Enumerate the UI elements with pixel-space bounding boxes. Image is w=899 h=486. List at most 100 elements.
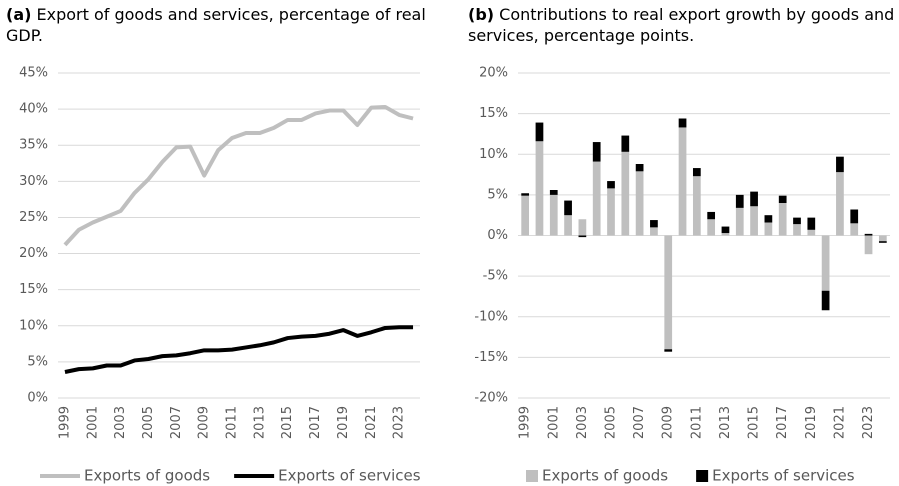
x-tick-label: 2005 [141,406,156,439]
y-tick-label: -15% [474,350,508,365]
x-tick-label: 2005 [604,406,619,439]
y-tick-label: 15% [19,282,48,297]
y-tick-label: 5% [487,187,508,202]
bar-segment [721,226,730,234]
x-tick-label: 1999 [57,406,72,439]
y-tick-label: 10% [479,147,508,162]
bar-segment [721,233,730,236]
bar-segment [607,188,615,236]
legend-swatch [526,470,538,482]
x-tick-label: 2013 [718,406,733,439]
bar-segment [678,118,687,128]
panel-label: (a) [6,5,32,24]
y-tick-label: -10% [474,309,508,324]
x-tick-label: 1999 [518,406,533,439]
bar-segment [750,206,758,236]
bar-segment [564,200,572,216]
bar-segment [793,224,801,236]
x-tick-label: 2019 [336,406,351,439]
bar-segment [821,235,830,291]
chart-title: (b) Contributions to real export growth … [468,4,896,46]
bar-segment [836,172,844,236]
x-tick-label: 2001 [85,406,100,439]
title-text: Contributions to real export growth by g… [468,5,895,45]
bar-segment [807,229,816,236]
x-tick-label: 2013 [252,406,267,439]
line [64,325,414,374]
bar-segment [549,190,558,195]
x-tick-label: 2015 [747,406,762,439]
panel-label: (b) [468,5,495,24]
legend-label: Exports of goods [542,467,668,485]
bar-segment [549,194,558,236]
bar-segment [678,127,687,236]
bar-segment [621,135,630,152]
bar-segment [650,227,658,236]
bar-segment [764,215,773,223]
bar-segment [592,161,601,236]
legend-label: Exports of services [278,467,421,485]
bar-segment [535,122,544,142]
bar-segment [707,219,716,236]
bar-segment [807,217,816,230]
title-text: Export of goods and services, percentage… [6,5,426,45]
bar-segment [521,195,530,236]
y-tick-label: 10% [19,318,48,333]
bar-segment [635,171,644,236]
line [63,104,414,247]
bar-segment [850,209,859,224]
bar-segment [650,220,658,228]
x-tick-label: 2023 [861,406,876,439]
bar-segment [535,141,544,236]
bar-segment [764,222,773,236]
chart-title: (a) Export of goods and services, percen… [6,4,446,46]
x-tick-label: 2003 [113,406,128,439]
x-tick-label: 2007 [632,406,647,439]
x-tick-label: 2009 [661,406,676,439]
y-tick-label: 40% [19,102,48,117]
bar-segment [735,207,744,236]
bar-segment [864,235,873,255]
y-tick-label: 15% [479,106,508,121]
bar-segment [836,156,844,173]
y-tick-label: 45% [19,66,48,81]
x-tick-label: 2015 [280,406,295,439]
x-tick-label: 2001 [546,406,561,439]
x-tick-label: 2007 [169,406,184,439]
x-tick-label: 2011 [225,406,240,439]
x-tick-label: 2011 [689,406,704,439]
y-tick-label: 35% [19,138,48,153]
legend-label: Exports of services [712,467,855,485]
y-tick-label: 25% [19,210,48,225]
legend-swatch [696,470,709,482]
y-tick-label: 20% [479,66,508,81]
bar-segment [850,223,859,236]
x-tick-label: 2017 [308,406,323,439]
bar-segment [864,233,873,236]
bar-segment [578,219,587,236]
bar-segment [735,194,744,208]
bar-segment [521,193,530,196]
bar-segment [821,290,830,311]
bar-segment [878,235,887,242]
bar-segment [778,203,787,236]
y-tick-label: 5% [27,354,48,369]
bar-segment [750,191,758,207]
bar-segment [793,217,801,225]
bar-segment [564,215,572,236]
bar-segment [692,168,701,177]
x-tick-label: 2003 [575,406,590,439]
x-tick-label: 2009 [197,406,212,439]
bar-segment [621,151,630,236]
bar-segment [878,241,887,243]
bar-segment [607,181,615,189]
x-tick-label: 2021 [364,406,379,439]
y-tick-label: 30% [19,174,48,189]
x-tick-label: 2017 [775,406,790,439]
bar-segment [664,235,673,350]
x-tick-label: 2023 [392,406,407,439]
bar-segment [692,176,701,236]
y-tick-label: 0% [27,391,48,406]
legend-label: Exports of goods [84,467,210,485]
